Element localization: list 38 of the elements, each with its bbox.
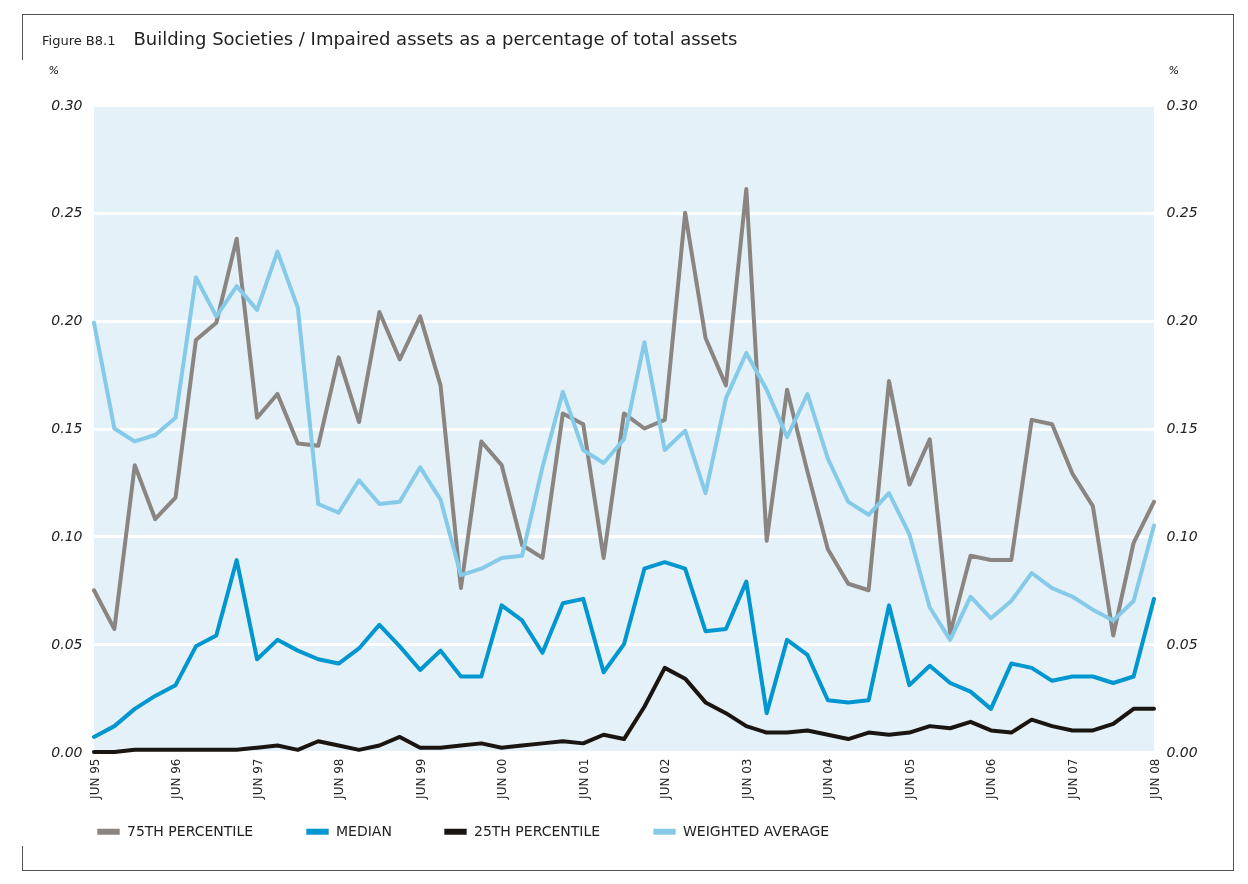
- legend-label: 25TH PERCENTILE: [474, 822, 601, 839]
- y2-tick-label: 0.10: [1166, 527, 1198, 544]
- y2-tick-label: 0.20: [1166, 312, 1198, 329]
- y2-axis-title: %: [1168, 63, 1179, 77]
- y-tick-label: 0.20: [51, 312, 83, 329]
- chart-title: Building Societies / Impaired assets as a percentage of total assets: [133, 28, 738, 49]
- x-tick-label: JUN 00: [495, 758, 510, 800]
- line-series: [92, 665, 1156, 754]
- x-tick-label: JUN 06: [984, 758, 999, 800]
- y-tick-label: 0.05: [51, 635, 83, 652]
- x-tick-label: JUN 04: [821, 758, 836, 800]
- y-tick-label: 0.30: [51, 96, 83, 113]
- x-tick-label: JUN 03: [739, 758, 754, 800]
- x-tick-label: JUN 99: [413, 758, 428, 800]
- legend-label: WEIGHTED AVERAGE: [683, 822, 830, 839]
- y-axis-title: %: [48, 63, 59, 77]
- legend-label: MEDIAN: [336, 822, 392, 839]
- y2-tick-label: 0.25: [1166, 204, 1198, 221]
- legend-label: 75TH PERCENTILE: [127, 822, 254, 839]
- y-tick-label: 0.00: [51, 743, 83, 760]
- y-tick-label: 0.15: [51, 420, 83, 436]
- y2-tick-label: 0.05: [1166, 635, 1198, 652]
- x-tick-label: JUN 02: [658, 758, 673, 800]
- y-tick-label: 0.25: [51, 204, 83, 221]
- x-tick-label: JUN 05: [902, 758, 917, 800]
- y2-tick-label: 0.15: [1166, 420, 1198, 436]
- x-tick-label: JUN 97: [250, 758, 265, 800]
- y2-tick-label: 0.00: [1166, 743, 1198, 760]
- y-tick-label: 0.10: [51, 527, 83, 544]
- x-tick-label: JUN 01: [576, 758, 591, 800]
- x-tick-label: JUN 08: [1147, 758, 1162, 800]
- line-series: [92, 558, 1156, 739]
- x-tick-label: JUN 96: [169, 758, 184, 800]
- y2-tick-label: 0.30: [1166, 96, 1198, 113]
- x-tick-label: JUN 95: [87, 758, 102, 800]
- x-tick-label: JUN 98: [332, 758, 347, 800]
- x-tick-label: JUN 07: [1065, 758, 1080, 800]
- caption: Figure B8.1: [42, 33, 116, 48]
